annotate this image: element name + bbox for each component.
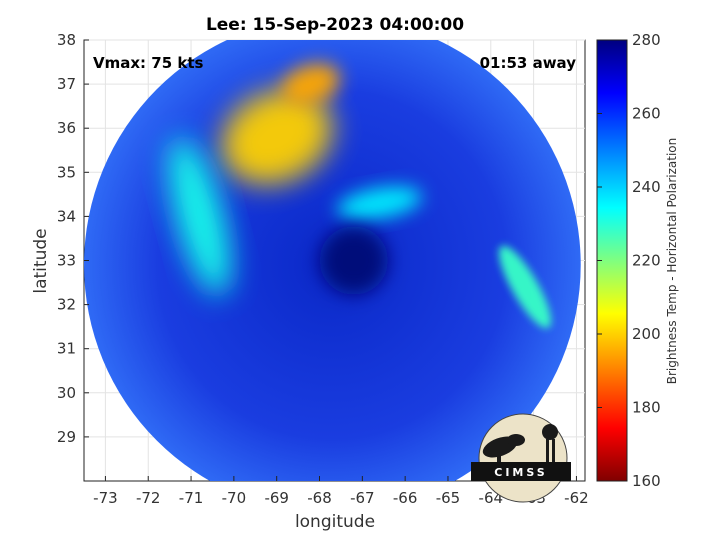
y-tick-label: 34 bbox=[57, 207, 76, 225]
y-tick-label: 33 bbox=[57, 252, 76, 270]
y-tick-label: 35 bbox=[57, 163, 76, 181]
y-tick-label: 36 bbox=[57, 119, 76, 137]
feature-northwest-cold-band bbox=[220, 89, 333, 185]
colorbar-tick-label: 260 bbox=[632, 105, 661, 123]
cimss-logo: CIMSS bbox=[471, 413, 571, 503]
colorbar-tick-label: 200 bbox=[632, 325, 661, 343]
x-tick-label: -71 bbox=[179, 489, 204, 507]
x-tick-label: -66 bbox=[393, 489, 418, 507]
x-tick-label: -68 bbox=[307, 489, 332, 507]
y-tick-label: 37 bbox=[57, 75, 76, 93]
y-tick-label: 31 bbox=[57, 340, 76, 358]
x-tick-label: -70 bbox=[222, 489, 247, 507]
y-tick-label: 30 bbox=[57, 384, 76, 402]
feature-northern-cloud-mass bbox=[282, 63, 340, 105]
colorbar-tick-label: 240 bbox=[632, 178, 661, 196]
eye bbox=[319, 226, 389, 295]
plot-area: -73-72-71-70-69-68-67-66-65-64-63-62 293… bbox=[57, 31, 589, 507]
time-away-annotation: 01:53 away bbox=[480, 54, 577, 72]
y-tick-label: 32 bbox=[57, 296, 76, 314]
colorbar-label: Brightness Temp - Horizontal Polarizatio… bbox=[665, 138, 679, 385]
colorbar: 160 180 200 220 240 260 280 Brightness Temp - … bbox=[596, 31, 679, 490]
feature-layer bbox=[168, 63, 552, 329]
chart-title: Lee: 15-Sep-2023 04:00:00 bbox=[206, 15, 464, 35]
y-ticks: 29 30 31 32 33 34 35 36 37 38 bbox=[57, 31, 89, 446]
y-tick-label: 29 bbox=[57, 428, 76, 446]
colorbar-ticks: 160 180 200 220 240 260 280 bbox=[597, 31, 661, 490]
y-tick-label: 38 bbox=[57, 31, 76, 49]
swath bbox=[84, 40, 581, 481]
x-tick-label: -73 bbox=[93, 489, 118, 507]
colorbar-tick-label: 180 bbox=[632, 399, 661, 417]
x-axis-label: longitude bbox=[295, 512, 375, 532]
feature-eastern-rainband bbox=[499, 245, 552, 329]
colorbar-tick-label: 280 bbox=[632, 31, 661, 49]
x-tick-label: -69 bbox=[264, 489, 289, 507]
x-tick-label: -65 bbox=[436, 489, 461, 507]
logo-text: CIMSS bbox=[494, 466, 547, 479]
x-tick-label: -62 bbox=[564, 489, 589, 507]
y-axis-label: latitude bbox=[31, 228, 51, 293]
colorbar-tick-label: 160 bbox=[632, 472, 661, 490]
feature-western-spiral-band bbox=[168, 137, 231, 296]
feature-inner-eyewall bbox=[337, 186, 422, 220]
colorbar-tick-label: 220 bbox=[632, 252, 661, 270]
x-tick-label: -72 bbox=[136, 489, 161, 507]
vmax-annotation: Vmax: 75 kts bbox=[93, 54, 203, 72]
x-tick-label: -67 bbox=[350, 489, 375, 507]
